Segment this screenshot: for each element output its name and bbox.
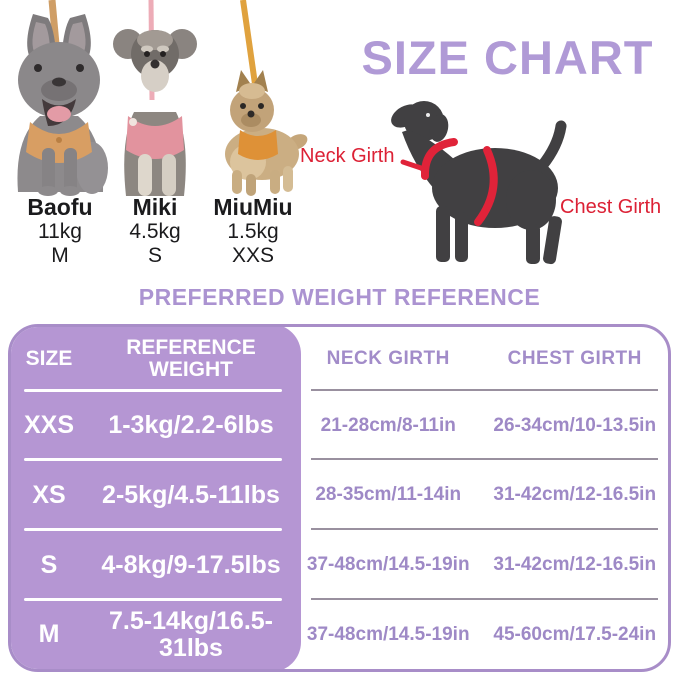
model-label-baofu: Baofu 11kg M	[10, 194, 110, 268]
model-weight: 4.5kg	[129, 220, 181, 243]
row-divider	[24, 458, 282, 461]
cell-weight: 7.5-14kg/16.5-31lbs	[109, 607, 273, 662]
col-header-size: SIZE	[25, 347, 73, 370]
size-table: SIZE REFERENCE WEIGHT NECK GIRTH CHEST G…	[8, 324, 671, 672]
model-name: Miki	[132, 194, 178, 220]
col-header-neck: NECK GIRTH	[326, 348, 450, 369]
dog-eye	[426, 113, 430, 117]
cell-chest: 26-34cm/10-13.5in	[493, 414, 657, 436]
dog-tail	[536, 120, 567, 172]
cell-neck: 37-48cm/14.5-19in	[306, 554, 470, 575]
col-header-weight: REFERENCE WEIGHT	[126, 335, 256, 381]
cell-neck: 37-48cm/14.5-19in	[306, 623, 470, 645]
section-heading: PREFERRED WEIGHT REFERENCE	[138, 284, 541, 310]
cell-size: S	[40, 550, 58, 579]
dog-silhouette-icon	[391, 101, 567, 265]
model-label-miki: Miki 4.5kg S	[105, 194, 205, 268]
neck-girth-band	[421, 138, 458, 180]
row-divider	[311, 598, 658, 600]
table-row-xxs: XXS 1-3kg/2.2-6lbs 21-28cm/8-11in 26-34c…	[11, 391, 668, 460]
table-row-m: M 7.5-14kg/16.5-31lbs 37-48cm/14.5-19in …	[11, 600, 668, 669]
cell-chest: 31-42cm/12-16.5in	[493, 554, 657, 575]
dog-miki-schnauzer	[113, 29, 197, 196]
model-label-miumiu: MiuMiu 1.5kg XXS	[203, 194, 303, 268]
dog-silhouette	[391, 101, 562, 265]
chest-girth-band	[474, 146, 498, 226]
dog-miumiu-yorkie	[225, 70, 308, 196]
cell-chest: 45-60cm/17.5-24in	[493, 623, 657, 645]
model-dogs-photo	[0, 0, 330, 196]
table-row-xs: XS 2-5kg/4.5-11lbs 28-35cm/11-14in 31-42…	[11, 460, 668, 530]
neck-girth-label: Neck Girth	[300, 145, 395, 167]
cell-neck: 28-35cm/11-14in	[315, 484, 462, 505]
cell-weight: 2-5kg/4.5-11lbs	[102, 480, 280, 509]
cell-size: XS	[32, 480, 66, 509]
table-row-s: S 4-8kg/9-17.5lbs 37-48cm/14.5-19in 31-4…	[11, 530, 668, 600]
col-header-chest: CHEST GIRTH	[507, 348, 642, 369]
cell-weight: 4-8kg/9-17.5lbs	[101, 550, 281, 579]
model-name: MiuMiu	[213, 194, 293, 220]
row-divider	[24, 598, 282, 601]
model-weight: 1.5kg	[227, 220, 279, 243]
chest-girth-label: Chest Girth	[560, 196, 662, 218]
cell-weight: 1-3kg/2.2-6lbs	[108, 411, 274, 440]
model-name: Baofu	[27, 194, 93, 220]
row-divider	[311, 528, 658, 530]
model-dogs-illustration	[17, 0, 308, 196]
model-weight: 11kg	[38, 220, 82, 243]
cell-neck: 21-28cm/8-11in	[320, 414, 456, 436]
table-header-row: SIZE REFERENCE WEIGHT NECK GIRTH CHEST G…	[11, 327, 668, 391]
model-size: S	[147, 244, 162, 267]
row-divider	[24, 389, 282, 392]
measuring-diagram: Neck Girth Chest Girth	[290, 88, 679, 285]
row-divider	[311, 389, 658, 391]
cell-size: M	[38, 620, 60, 648]
row-divider	[24, 528, 282, 531]
row-divider	[311, 458, 658, 460]
neck-girth-pointer	[400, 159, 424, 171]
cell-size: XXS	[23, 411, 75, 439]
table-left-purple-panel	[11, 327, 301, 669]
model-size: XXS	[231, 244, 275, 267]
cell-chest: 31-42cm/12-16.5in	[493, 484, 657, 505]
dog-baofu-french-bulldog	[17, 14, 108, 196]
page-title: SIZE CHART	[361, 31, 654, 84]
model-size: M	[51, 244, 69, 267]
